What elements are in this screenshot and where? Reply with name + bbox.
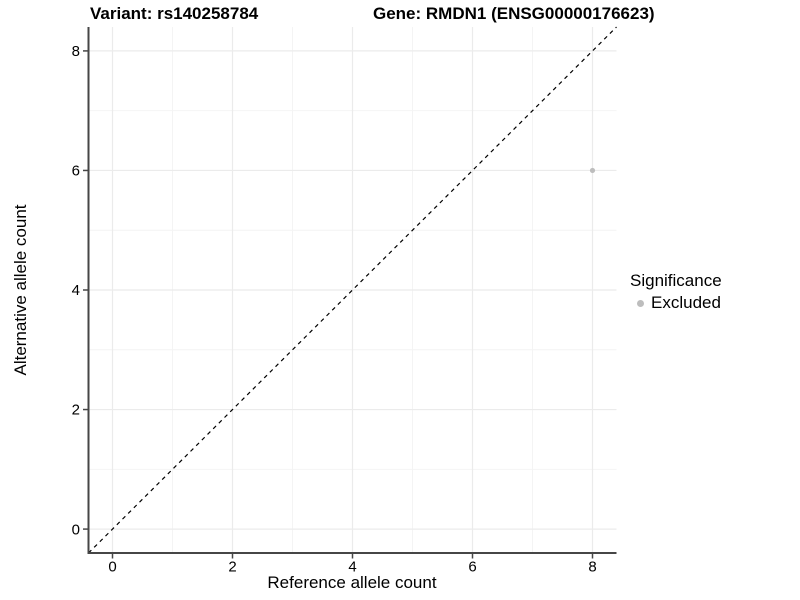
y-axis-title: Alternative allele count: [11, 204, 30, 376]
x-tick-label: 6: [468, 558, 476, 575]
data-point-excluded: [589, 167, 596, 174]
legend-item-excluded: Excluded: [630, 293, 722, 313]
x-tick-label: 8: [588, 558, 596, 575]
x-axis-title: Reference allele count: [267, 573, 437, 592]
x-tick-label: 0: [108, 558, 116, 575]
y-tick-label: 6: [72, 163, 80, 180]
y-tick-label: 2: [72, 402, 80, 419]
legend: Significance Excluded: [630, 271, 722, 313]
legend-title: Significance: [630, 271, 722, 290]
x-tick-label: 4: [348, 558, 356, 575]
legend-item-label: Excluded: [651, 293, 721, 312]
variant-title: Variant: rs140258784: [90, 4, 259, 23]
x-tick-label: 2: [228, 558, 236, 575]
y-tick-label: 0: [72, 521, 80, 538]
y-tick-label: 4: [72, 282, 80, 299]
y-tick-label: 8: [72, 43, 80, 60]
gene-title: Gene: RMDN1 (ENSG00000176623): [373, 4, 655, 23]
excluded-point-icon: [637, 299, 644, 307]
